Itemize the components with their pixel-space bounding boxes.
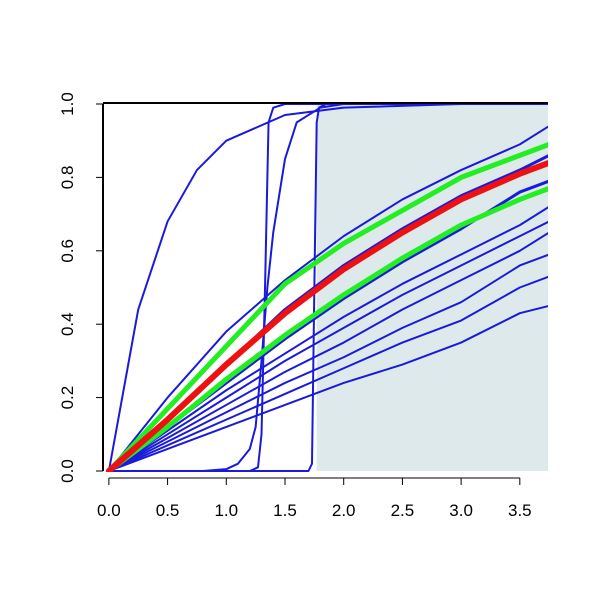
plot-area [105,103,548,472]
x-tick-label: 1.0 [214,501,238,520]
y-tick-label: 0.6 [58,239,77,263]
x-tick-label: 0.0 [97,501,121,520]
series-line [107,305,548,472]
series-line [107,275,548,472]
x-tick-label: 2.0 [332,501,356,520]
series-line [105,159,548,472]
series-line [106,186,548,472]
series-line [107,253,548,472]
x-tick-label: 3.0 [449,501,473,520]
series-line [107,206,548,472]
x-tick-label: 3.5 [508,501,532,520]
y-tick-label: 0.8 [58,166,77,190]
series-line [107,232,548,472]
y-tick-label: 0.4 [58,312,77,336]
series-line [107,103,548,472]
x-tick-label: 1.5 [273,501,297,520]
series-line [107,103,548,472]
y-tick-label: 0.2 [58,386,77,410]
x-tick-label: 0.5 [156,501,180,520]
series-line [106,142,548,472]
y-tick-label: 0.0 [58,459,77,483]
x-tick-label: 2.5 [391,501,415,520]
series-line [107,103,548,472]
series-line [107,125,548,472]
y-tick-label: 1.0 [58,92,77,116]
series-line [107,220,548,472]
series-line [107,103,548,472]
